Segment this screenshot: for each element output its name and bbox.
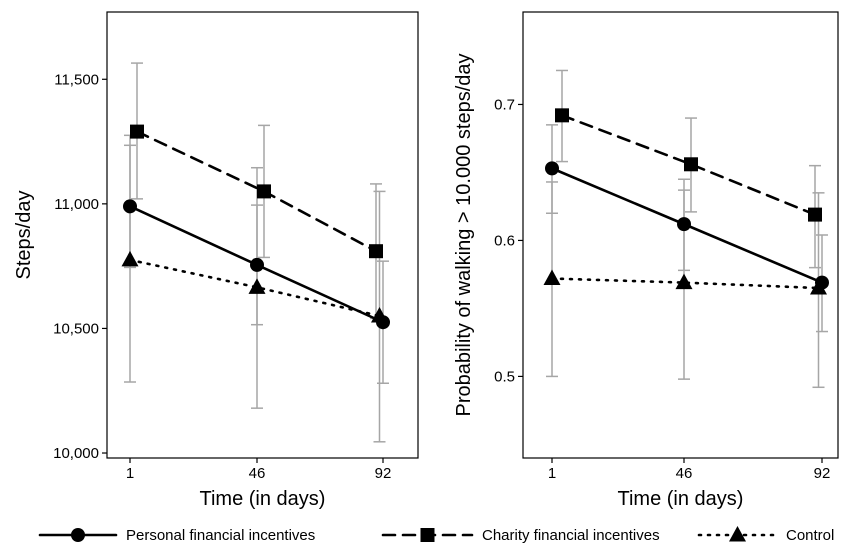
data-point-personal	[123, 199, 137, 214]
data-point-charity	[130, 124, 144, 139]
chart-panel-2: 0.5 0.6 0.7 1 46 92 Time (in days) Probability …	[453, 11, 839, 510]
x-tick-label: 92	[814, 465, 831, 482]
legend-marker-control	[729, 526, 746, 542]
y-tick-label: 0.6	[494, 232, 515, 249]
x-tick-label: 46	[676, 465, 693, 482]
data-point-control	[248, 278, 266, 294]
series-line-control	[550, 277, 820, 290]
y-tick-label: 10,500	[53, 320, 99, 337]
y-axis-title: Probability of walking > 10.000 steps/da…	[453, 54, 475, 417]
data-point-control	[675, 273, 693, 290]
data-point-charity	[684, 157, 698, 172]
data-point-personal	[250, 257, 264, 272]
y-tick-label: 0.5	[494, 368, 515, 385]
data-point-control	[371, 306, 388, 323]
legend-marker-personal	[71, 528, 85, 542]
plot-frame	[106, 11, 419, 459]
y-tick-label: 11,000	[54, 196, 99, 213]
data-point-charity	[369, 244, 383, 259]
data-point-charity	[257, 184, 271, 199]
y-tick-label: 0.7	[494, 96, 515, 113]
y-axis-title: Steps/day	[13, 191, 35, 280]
legend-label-personal: Personal financial incentives	[126, 527, 315, 544]
series-line-charity	[560, 114, 817, 216]
plot-frame	[522, 11, 839, 459]
chart-panel-1: 10,000 10,500 11,000 11,500 1 46 92 Time (in da…	[13, 11, 419, 510]
data-point-charity	[808, 207, 822, 222]
data-point-control	[543, 269, 561, 286]
x-tick-label: 46	[249, 465, 266, 482]
data-point-control	[810, 279, 827, 295]
legend-label-control: Control	[786, 527, 834, 544]
x-tick-label: 1	[126, 465, 134, 482]
legend: Personal financial incentives Charity fin…	[38, 526, 834, 544]
data-point-personal	[545, 161, 559, 176]
data-point-personal	[677, 217, 691, 232]
y-tick-label: 10,000	[53, 445, 99, 462]
x-axis-title: Time (in days)	[618, 488, 744, 510]
data-point-charity	[555, 108, 569, 123]
x-axis-title: Time (in days)	[200, 488, 326, 510]
legend-marker-charity	[420, 528, 435, 542]
legend-label-charity: Charity financial incentives	[482, 527, 660, 544]
x-tick-label: 92	[375, 465, 392, 482]
data-point-control	[121, 250, 139, 267]
x-tick-label: 1	[548, 465, 556, 482]
y-tick-label: 11,500	[54, 71, 99, 88]
